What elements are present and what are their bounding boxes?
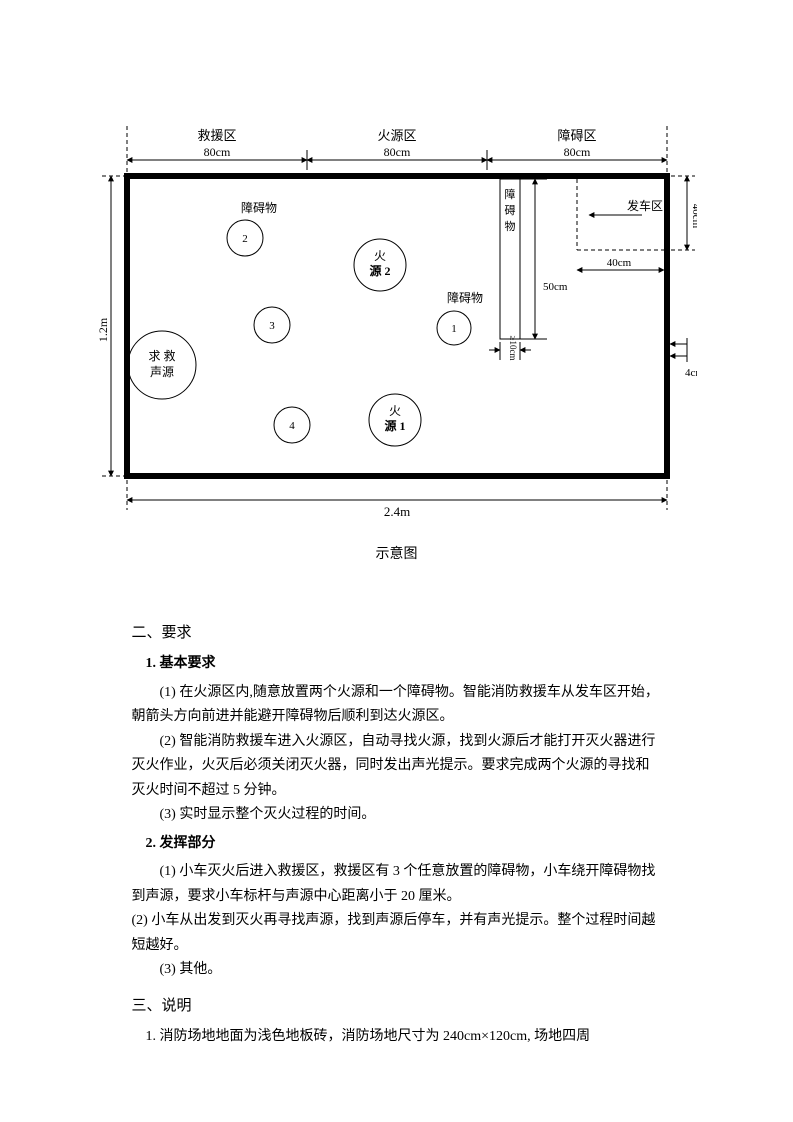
vert-obstacle-char1: 障 <box>504 187 515 201</box>
section-3-title: 三、说明 <box>132 993 662 1019</box>
svg-text:声源: 声源 <box>149 365 173 379</box>
dim-80cm-a: 80cm <box>203 145 230 159</box>
subheading-advanced: 2. 发挥部分 <box>146 832 662 857</box>
svg-text:源 2: 源 2 <box>369 263 390 278</box>
obstacle1-label: 障碍物 <box>446 290 482 305</box>
svg-text:物: 物 <box>504 219 515 233</box>
requirements-text: 二、要求 1. 基本要求 (1) 在火源区内,随意放置两个火源和一个障碍物。智能… <box>132 620 662 1050</box>
para-2-3: (3) 其他。 <box>132 958 662 983</box>
para-1-3: (3) 实时显示整个灭火过程的时间。 <box>132 803 662 828</box>
dim-10cm: ≥10cm <box>508 336 518 361</box>
zone-fire-label: 火源区 <box>377 128 416 143</box>
dim-40cm-inner: 40cm <box>606 257 631 269</box>
obstacle-small-label: 障碍物 <box>240 200 276 215</box>
dim-50cm: 50cm <box>543 281 568 293</box>
depart-label: 发车区 <box>627 198 663 213</box>
svg-text:碍: 碍 <box>504 204 515 217</box>
num-1: 1 <box>451 323 457 335</box>
dim-1-2m: 1.2m <box>97 317 110 342</box>
dim-80cm-c: 80cm <box>563 145 590 159</box>
subheading-basic: 1. 基本要求 <box>146 652 662 677</box>
num-2: 2 <box>242 233 248 245</box>
zone-rescue-label: 救援区 <box>197 128 236 143</box>
dim-80cm-b: 80cm <box>383 145 410 159</box>
para-1-1: (1) 在火源区内,随意放置两个火源和一个障碍物。智能消防救援车从发车区开始， … <box>132 681 662 730</box>
dim-4cm: 4cm <box>685 367 697 379</box>
svg-text:源 1: 源 1 <box>384 418 405 433</box>
para-2-2: (2) 小车从出发到灭火再寻找声源，找到声源后停车，并有声光提示。整个过程时间越… <box>132 909 662 958</box>
zone-obstacle-label: 障碍区 <box>557 128 596 143</box>
section-2-title: 二、要求 <box>132 620 662 646</box>
svg-text:火: 火 <box>388 404 400 418</box>
num-3: 3 <box>269 320 275 332</box>
diagram-caption: 示意图 <box>97 543 697 563</box>
para-1-2: (2) 智能消防救援车进入火源区，自动寻找火源，找到火源后才能打开灭火器进行灭火… <box>132 730 662 804</box>
para-3-1: 1. 消防场地地面为浅色地板砖，消防场地尺寸为 240cm×120cm, 场地四… <box>132 1025 662 1050</box>
svg-text:火: 火 <box>373 249 385 263</box>
num-4: 4 <box>289 420 295 432</box>
para-2-1: (1) 小车灭火后进入救援区，救援区有 3 个任意放置的障碍物，小车绕开障碍物找… <box>132 860 662 909</box>
field-diagram: 救援区 火源区 障碍区 80cm 80cm 80cm 1.2m 2.4m 发车区 <box>97 120 697 550</box>
dim-40cm-top: 40cm <box>690 204 697 229</box>
svg-text:求 救: 求 救 <box>148 348 175 363</box>
dim-2-4m: 2.4m <box>383 504 409 519</box>
